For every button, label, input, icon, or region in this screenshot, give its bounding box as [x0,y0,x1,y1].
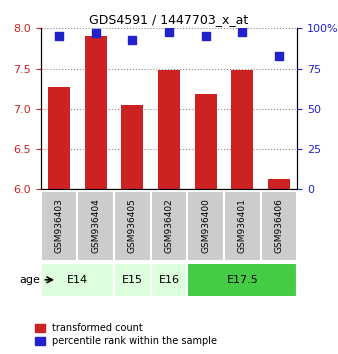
FancyBboxPatch shape [41,263,114,297]
Bar [84,36,106,189]
Point [56,34,62,39]
Text: E17.5: E17.5 [226,275,258,285]
Bar [158,70,180,189]
Point [93,30,98,36]
Bar [121,105,143,189]
Bar [232,70,254,189]
Title: GDS4591 / 1447703_x_at: GDS4591 / 1447703_x_at [89,13,249,26]
FancyBboxPatch shape [224,190,261,261]
FancyBboxPatch shape [261,190,297,261]
FancyBboxPatch shape [187,263,297,297]
Point [129,37,135,42]
Legend: transformed count, percentile rank within the sample: transformed count, percentile rank withi… [32,320,220,349]
Text: E14: E14 [67,275,88,285]
FancyBboxPatch shape [151,263,187,297]
Text: age: age [20,275,41,285]
Point [203,34,209,39]
FancyBboxPatch shape [41,190,77,261]
Text: GSM936403: GSM936403 [54,198,64,253]
Point [240,29,245,34]
FancyBboxPatch shape [151,190,187,261]
Point [166,29,172,34]
Text: E15: E15 [122,275,143,285]
Text: GSM936405: GSM936405 [128,198,137,253]
Text: GSM936401: GSM936401 [238,198,247,253]
Bar [48,87,70,189]
Text: GSM936400: GSM936400 [201,198,210,253]
Bar [268,179,290,189]
FancyBboxPatch shape [114,190,151,261]
Text: GSM936406: GSM936406 [274,198,284,253]
Text: E16: E16 [159,275,179,285]
FancyBboxPatch shape [114,263,151,297]
Text: GSM936404: GSM936404 [91,198,100,253]
Text: GSM936402: GSM936402 [165,198,173,253]
FancyBboxPatch shape [77,190,114,261]
FancyBboxPatch shape [187,190,224,261]
Point [276,53,282,58]
Bar [195,94,217,189]
